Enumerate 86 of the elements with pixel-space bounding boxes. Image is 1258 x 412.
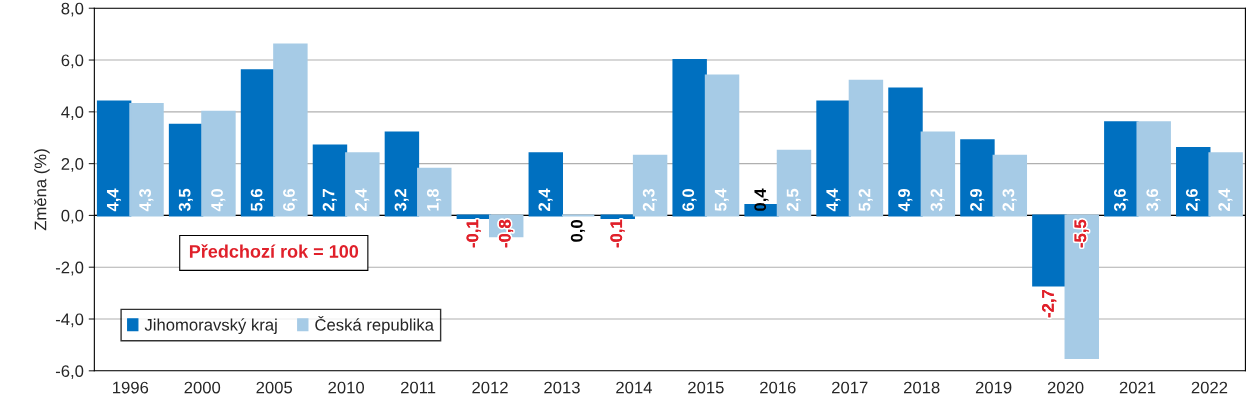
data-label: 2,7 xyxy=(322,189,337,211)
data-label: 4,4 xyxy=(826,188,841,212)
data-label: 0,4 xyxy=(754,188,769,211)
data-label: 6,0 xyxy=(682,189,697,211)
x-tick-label: 2019 xyxy=(975,381,1012,394)
data-label: -0,1 xyxy=(610,219,625,248)
bar xyxy=(816,100,851,217)
x-tick-label: 1996 xyxy=(113,381,149,394)
x-tick-label: 2010 xyxy=(328,381,365,394)
x-tick-label: 2021 xyxy=(1119,381,1156,394)
data-label: 5,2 xyxy=(858,189,873,212)
bar xyxy=(848,79,884,217)
data-label: 6,6 xyxy=(283,188,298,211)
annotation: Předchozí rok = 100 xyxy=(189,244,359,258)
y-axis-title: Změna (%) xyxy=(34,149,50,231)
x-tick-label: 2005 xyxy=(256,381,293,394)
legend-label: Jihomoravský kraj xyxy=(144,318,277,335)
data-label: 3,6 xyxy=(1113,188,1129,212)
x-tick-label: 2020 xyxy=(1047,381,1084,394)
data-label: 2,4 xyxy=(538,188,553,211)
data-label: 2,4 xyxy=(1218,188,1233,211)
data-label: -5,5 xyxy=(1074,219,1089,248)
bar xyxy=(672,58,707,217)
y-tick-label: -2,0 xyxy=(55,261,84,276)
bar xyxy=(632,154,668,217)
data-label: 2,6 xyxy=(1185,188,1201,211)
bar xyxy=(384,131,420,217)
bar xyxy=(920,131,956,217)
data-label: 5,6 xyxy=(250,188,265,212)
bar xyxy=(1208,152,1243,217)
bar xyxy=(888,87,923,217)
y-tick-label: 4,0 xyxy=(61,106,84,120)
data-label: 0,0 xyxy=(570,219,586,242)
y-tick-label: -6,0 xyxy=(55,365,84,379)
bar xyxy=(600,214,635,220)
data-label: 3,6 xyxy=(1146,188,1161,212)
data-label: 2,9 xyxy=(970,188,985,211)
x-tick-label: 2011 xyxy=(401,381,436,394)
x-tick-label: 2018 xyxy=(903,381,940,394)
legend-label: Česká republika xyxy=(315,316,434,335)
y-tick-label: 2,0 xyxy=(61,158,84,172)
data-label: 1,8 xyxy=(426,188,442,211)
data-label: 2,4 xyxy=(355,188,370,211)
x-tick-label: 2000 xyxy=(184,381,221,394)
x-tick-label: 2015 xyxy=(688,381,724,394)
y-tick-label: 8,0 xyxy=(61,2,84,17)
y-tick-label: 0,0 xyxy=(61,209,84,224)
data-label: 3,5 xyxy=(178,188,193,212)
x-tick-label: 2017 xyxy=(832,381,868,394)
bar xyxy=(1136,121,1171,217)
bar xyxy=(240,69,276,217)
bar xyxy=(776,149,812,217)
bar xyxy=(201,110,236,217)
data-label: 4,4 xyxy=(106,188,122,212)
data-label: 5,4 xyxy=(714,188,729,212)
data-label: 4,9 xyxy=(898,188,913,212)
x-tick-label: 2016 xyxy=(760,381,796,394)
data-label: 2,3 xyxy=(642,188,657,211)
bar xyxy=(417,167,452,217)
y-tick-label: 6,0 xyxy=(61,54,84,69)
data-label: 4,3 xyxy=(139,188,154,212)
data-label: 3,2 xyxy=(394,189,409,212)
bar xyxy=(96,100,132,217)
bar xyxy=(129,103,164,217)
data-label: 2,3 xyxy=(1002,188,1017,211)
bar xyxy=(273,43,308,217)
bar xyxy=(312,144,348,217)
data-label: 4,0 xyxy=(211,189,226,212)
bar xyxy=(960,139,995,217)
y-tick-label: -4,0 xyxy=(55,313,84,328)
data-label: 2,5 xyxy=(786,188,801,211)
bar xyxy=(456,214,492,220)
data-label: 3,2 xyxy=(930,189,945,212)
bar xyxy=(704,74,740,217)
data-label: -0,1 xyxy=(466,219,481,248)
x-tick-label: 2012 xyxy=(472,381,508,394)
bar xyxy=(992,154,1028,217)
bar xyxy=(1032,214,1067,287)
x-tick-label: 2014 xyxy=(616,381,652,394)
bar xyxy=(345,152,380,217)
x-tick-label: 2022 xyxy=(1191,381,1228,394)
x-tick-label: 2013 xyxy=(544,381,580,394)
data-label: -0,8 xyxy=(498,219,514,248)
data-label: -2,7 xyxy=(1042,289,1057,318)
bar xyxy=(528,152,564,217)
bar xyxy=(1064,214,1099,359)
